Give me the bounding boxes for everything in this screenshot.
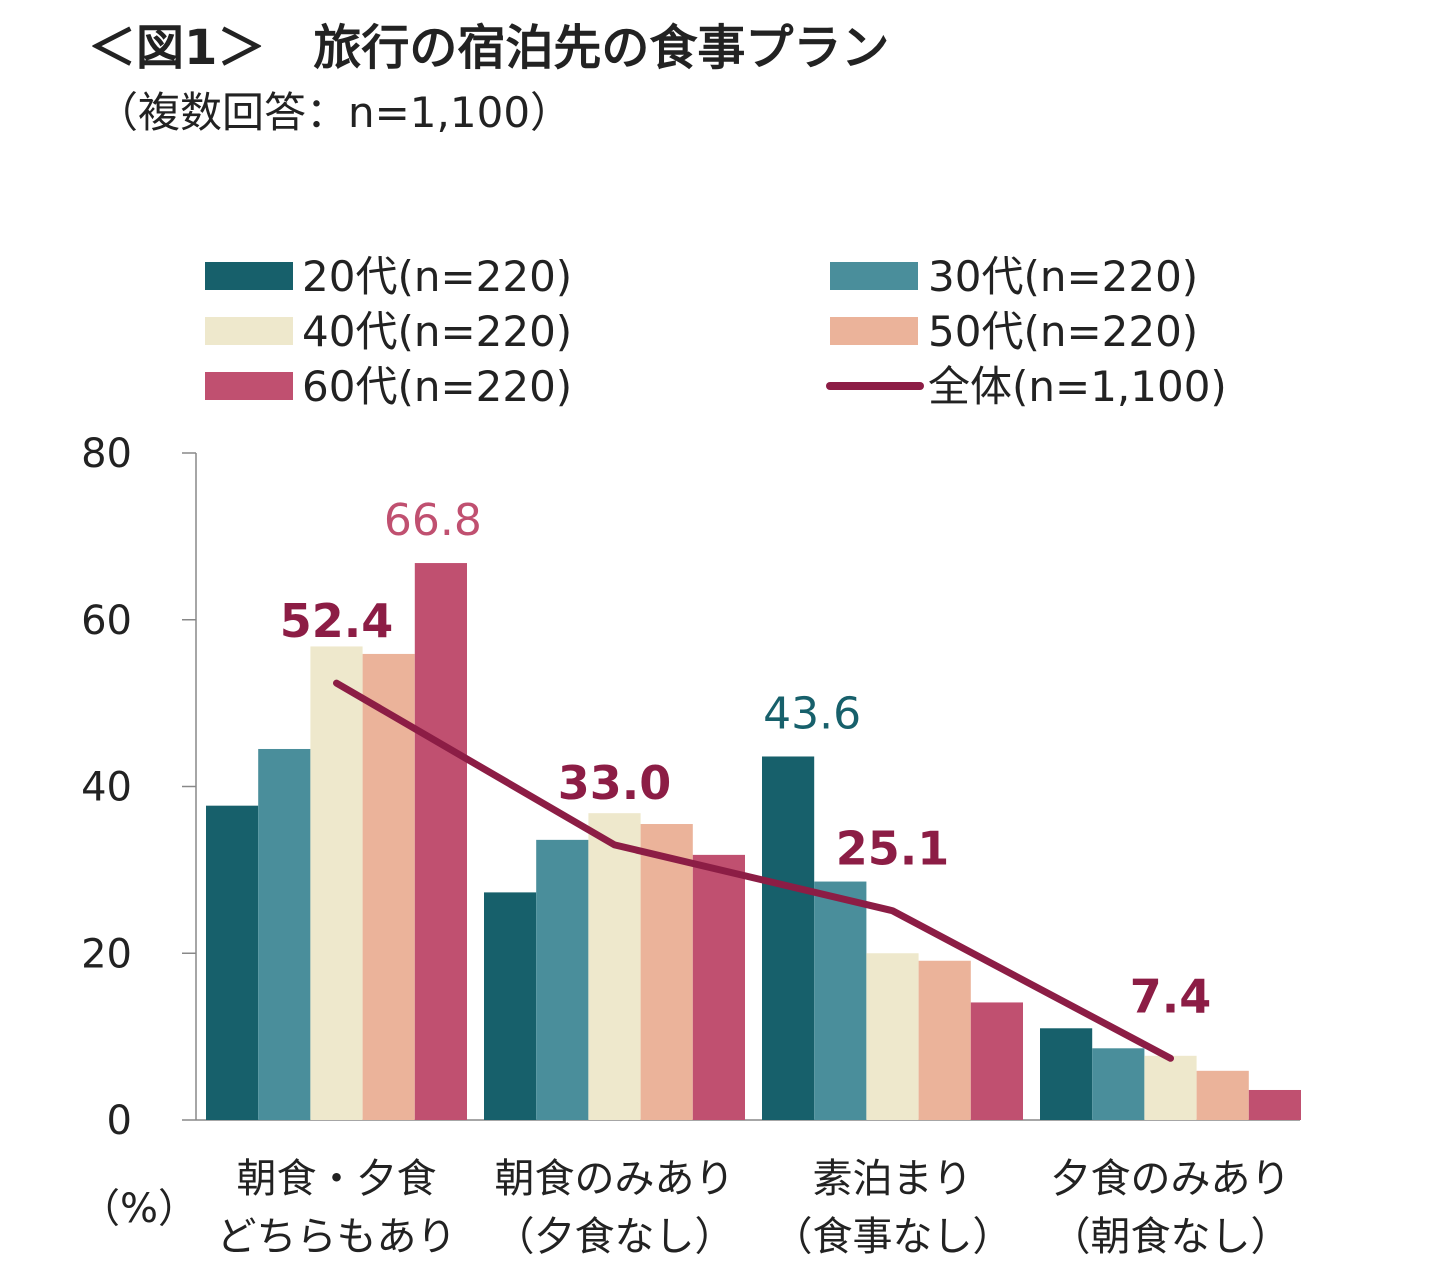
bar-value-label: 66.8: [384, 495, 482, 546]
bar-4-4: [1196, 1070, 1249, 1120]
y-tick-label: 60: [81, 598, 132, 644]
bar-1-3: [762, 756, 815, 1120]
bar-4-1: [362, 653, 415, 1120]
bar-5-3: [970, 1002, 1023, 1120]
bar-5-4: [1248, 1089, 1301, 1120]
bar-2-1: [258, 748, 311, 1120]
category-label-line2: （食事なし）: [773, 1214, 1013, 1260]
bar-value-label: 43.6: [763, 688, 861, 739]
category-label-line1: 夕食のみあり: [1051, 1156, 1291, 1202]
bar-1-4: [1040, 1028, 1093, 1120]
bar-3-1: [310, 646, 363, 1120]
legend-label: 60代(n=220): [302, 362, 572, 411]
category-label-line1: 朝食・夕食: [237, 1156, 437, 1202]
bar-1-1: [206, 805, 259, 1120]
category-label-line1: 朝食のみあり: [495, 1156, 735, 1202]
bar-3-2: [588, 813, 641, 1120]
y-tick-label: 40: [81, 765, 132, 811]
legend-swatch: [830, 317, 918, 345]
legend-label: 50代(n=220): [928, 307, 1198, 356]
legend-swatch: [205, 372, 293, 400]
y-tick-label: 80: [81, 431, 132, 477]
y-tick-label: 20: [81, 931, 132, 977]
y-tick-label: 0: [107, 1098, 132, 1144]
bar-2-4: [1092, 1048, 1145, 1120]
line-value-label: 52.4: [280, 594, 394, 648]
bar-5-2: [692, 854, 745, 1120]
legend-swatch: [830, 262, 918, 290]
legend-swatch: [205, 262, 293, 290]
chart-title: ＜図1＞ 旅行の宿泊先の食事プラン: [88, 20, 890, 76]
line-value-label: 25.1: [836, 822, 950, 876]
bar-3-3: [866, 953, 919, 1120]
bar-4-2: [640, 824, 693, 1120]
bar-2-3: [814, 881, 867, 1120]
category-label-line2: （夕食なし）: [495, 1214, 735, 1260]
bar-4-3: [918, 960, 971, 1120]
y-unit-label: （%）: [80, 1186, 198, 1232]
category-label-line2: （朝食なし）: [1051, 1214, 1291, 1260]
legend-swatch: [205, 317, 293, 345]
bar-2-2: [536, 839, 589, 1120]
legend-label: 40代(n=220): [302, 307, 572, 356]
total-line: [333, 679, 1174, 1062]
bar-1-2: [484, 892, 537, 1120]
line-value-label: 33.0: [558, 756, 672, 810]
bar-3-4: [1144, 1055, 1197, 1120]
category-label-line2: どちらもあり: [217, 1214, 457, 1260]
line-value-label: 7.4: [1130, 969, 1212, 1023]
chart-subtitle: （複数回答：n=1,100）: [96, 88, 573, 137]
legend-label: 20代(n=220): [302, 252, 572, 301]
category-label-line1: 素泊まり: [813, 1156, 973, 1202]
legend-label: 30代(n=220): [928, 252, 1198, 301]
bar-5-1: [414, 563, 467, 1120]
legend-label: 全体(n=1,100): [928, 362, 1227, 411]
